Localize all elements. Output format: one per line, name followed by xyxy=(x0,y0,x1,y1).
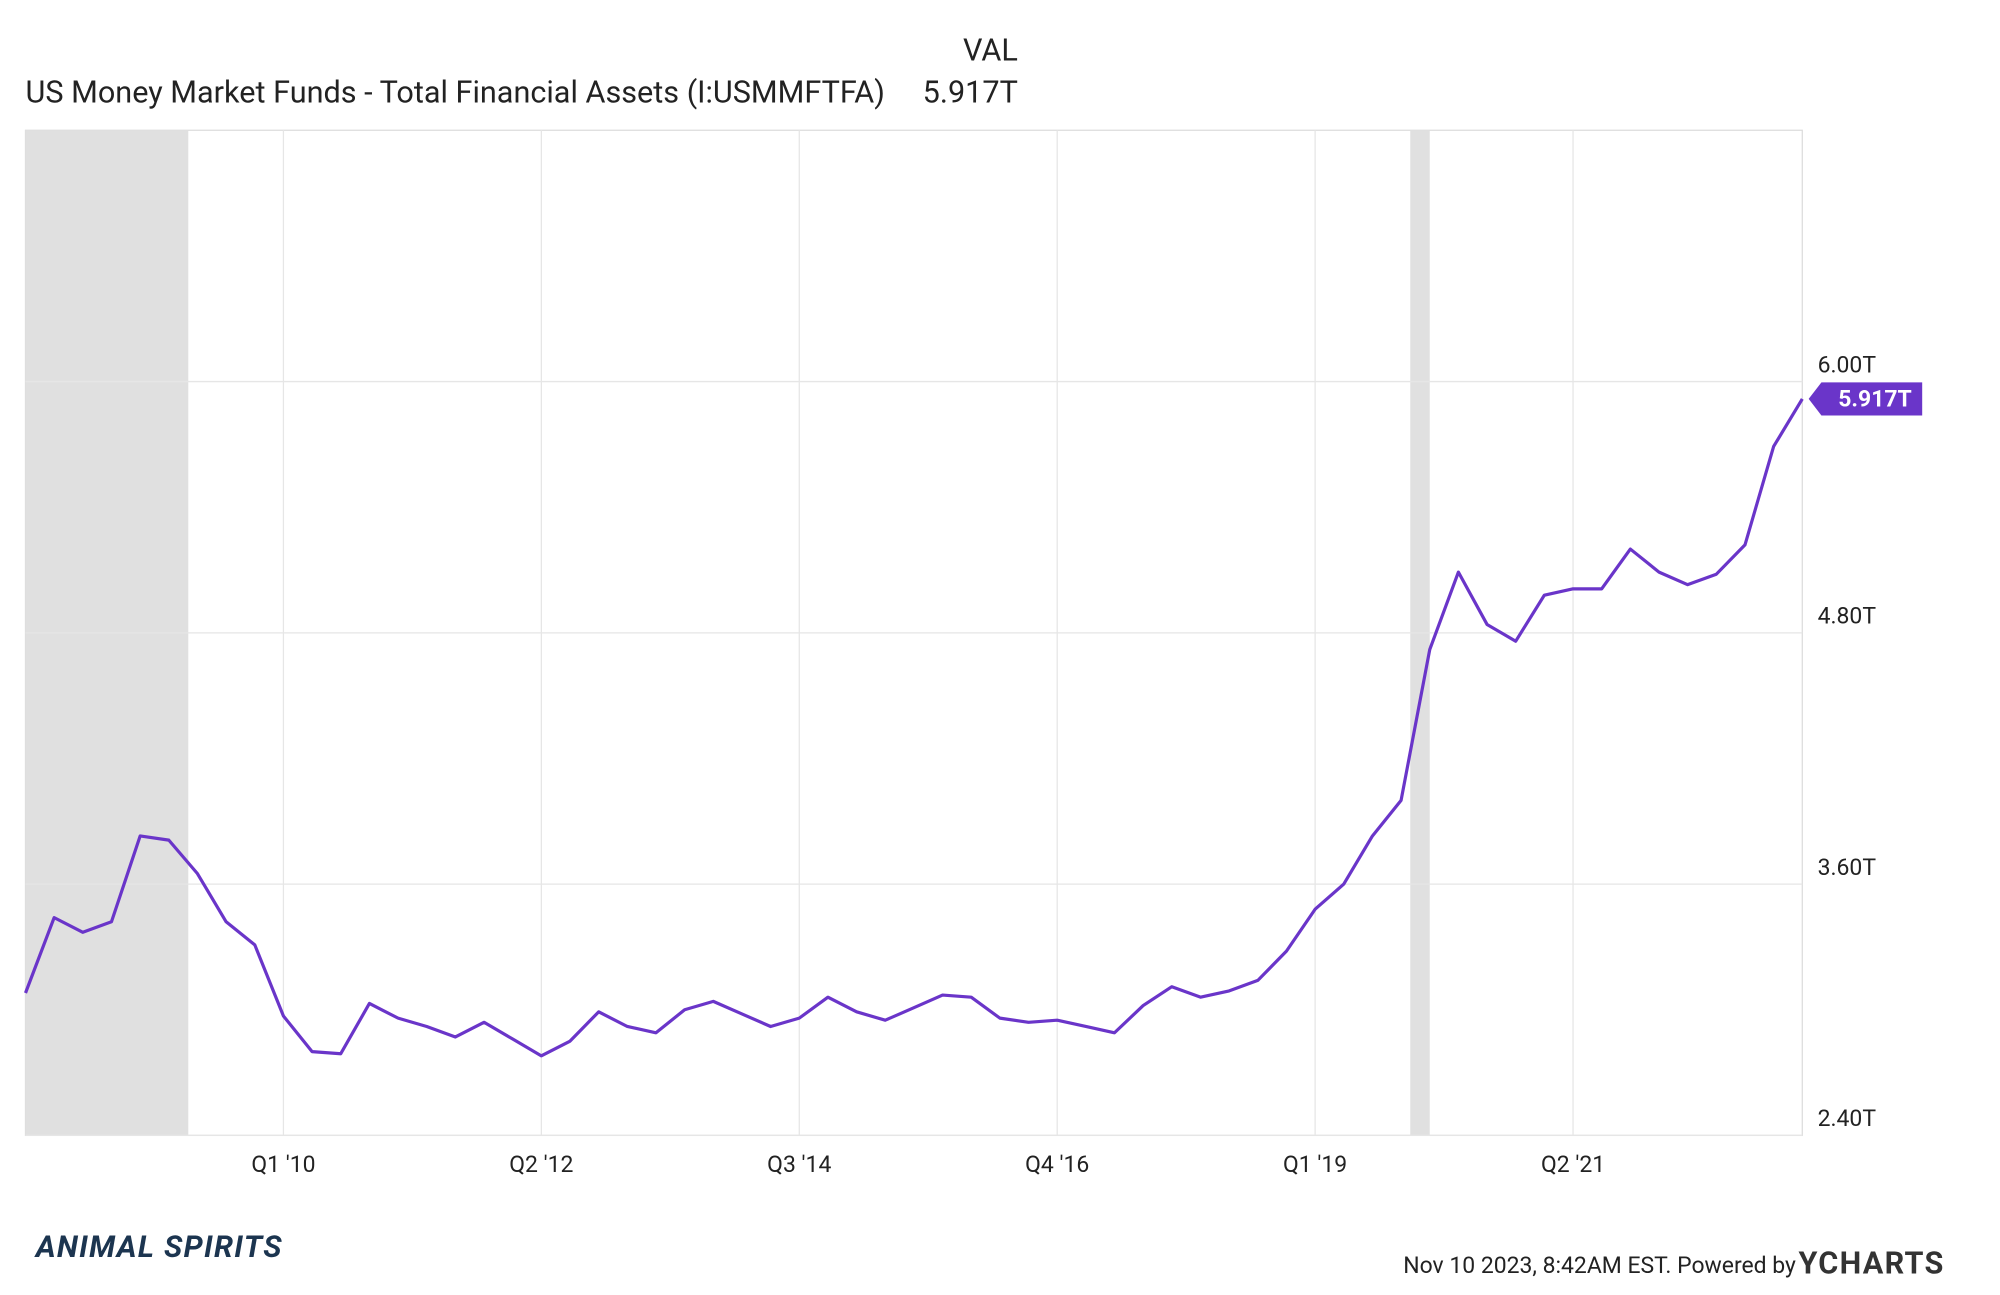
series-line xyxy=(24,398,1804,1058)
y-tick-label: 2.40T xyxy=(1818,1105,1877,1132)
latest-tag xyxy=(1808,382,1923,416)
series-title: US Money Market Funds - Total Financial … xyxy=(26,76,885,111)
x-tick-label: Q3 '14 xyxy=(767,1151,831,1178)
x-tick-label: Q4 '16 xyxy=(1025,1151,1089,1178)
x-tick-label: Q2 '12 xyxy=(509,1151,573,1178)
logo: ANIMAL SPIRITS xyxy=(34,1230,283,1265)
column-header: VAL xyxy=(963,34,1018,69)
y-tick-label: 6.00T xyxy=(1818,351,1877,378)
y-tick-label: 4.80T xyxy=(1818,603,1877,630)
timestamp: Nov 10 2023, 8:42AM EST. Powered by xyxy=(1403,1252,1796,1279)
brand: YCHARTS xyxy=(1798,1247,1944,1282)
x-tick-label: Q2 '21 xyxy=(1541,1151,1605,1178)
latest-tag-label: 5.917T xyxy=(1838,385,1912,412)
y-tick-label: 3.60T xyxy=(1818,854,1877,881)
x-tick-label: Q1 '19 xyxy=(1283,1151,1347,1178)
x-tick-label: Q1 '10 xyxy=(251,1151,315,1178)
latest-value: 5.917T xyxy=(923,76,1018,111)
